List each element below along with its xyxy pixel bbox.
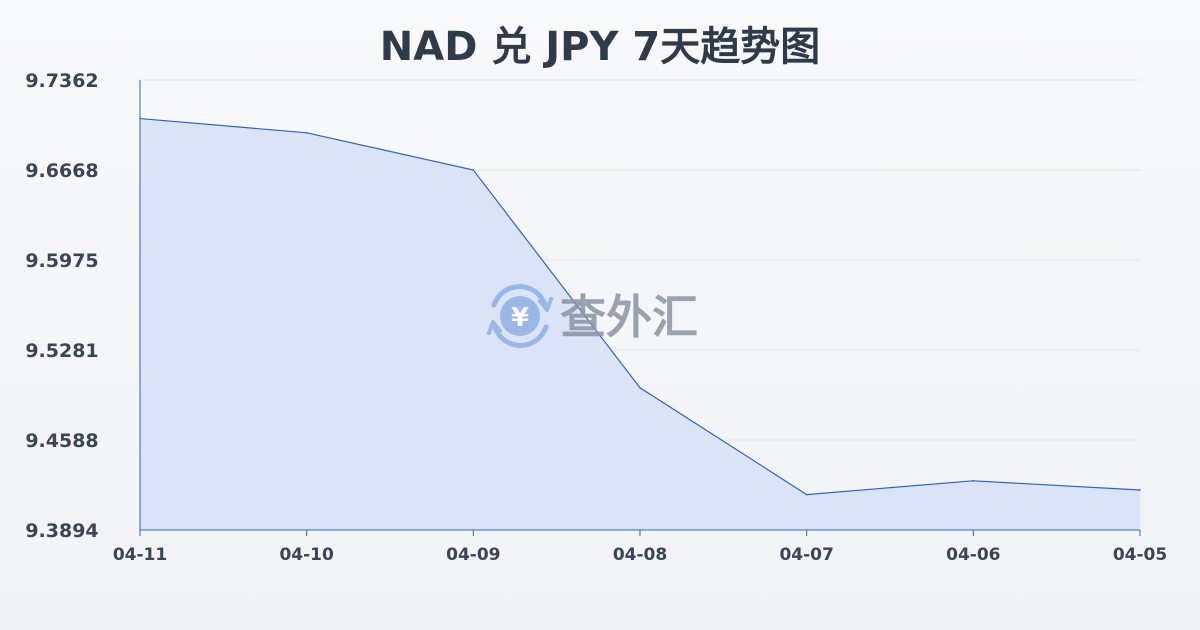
- y-tick-label: 9.6668: [25, 160, 98, 182]
- watermark: ¥ 查外汇: [487, 284, 698, 348]
- x-tick-label: 04-06: [946, 545, 1000, 565]
- data-point: [305, 132, 308, 134]
- data-point: [805, 493, 808, 496]
- y-tick-label: 9.7362: [25, 70, 98, 92]
- svg-text:¥: ¥: [511, 303, 529, 333]
- data-point: [639, 386, 641, 389]
- data-point: [972, 480, 975, 482]
- x-tick-label: 04-05: [1113, 545, 1167, 565]
- data-point: [472, 169, 475, 171]
- y-tick-label: 9.5281: [25, 340, 98, 362]
- y-tick-label: 9.3894: [25, 520, 98, 542]
- x-tick-label: 04-07: [779, 545, 833, 565]
- y-tick-label: 9.4588: [25, 430, 98, 452]
- area-series: [139, 117, 1141, 531]
- y-tick-label: 9.5975: [25, 250, 98, 272]
- chart-title: NAD 兑 JPY 7天趋势图: [380, 24, 820, 70]
- yen-exchange-icon: ¥: [487, 284, 553, 348]
- y-axis-ticks: 9.7362 9.6668 9.5975 9.5281 9.4588 9.3894: [25, 70, 98, 542]
- area-fill: [140, 118, 1140, 531]
- x-tick-label: 04-11: [113, 545, 167, 565]
- x-axis-ticks: 04-11 04-10 04-09 04-08 04-07 04-06 04-05: [113, 530, 1167, 565]
- x-tick-label: 04-10: [279, 545, 334, 565]
- x-tick-label: 04-08: [613, 545, 667, 565]
- x-tick-label: 04-09: [446, 545, 500, 565]
- data-point: [1139, 489, 1141, 491]
- watermark-text: 查外汇: [560, 290, 698, 344]
